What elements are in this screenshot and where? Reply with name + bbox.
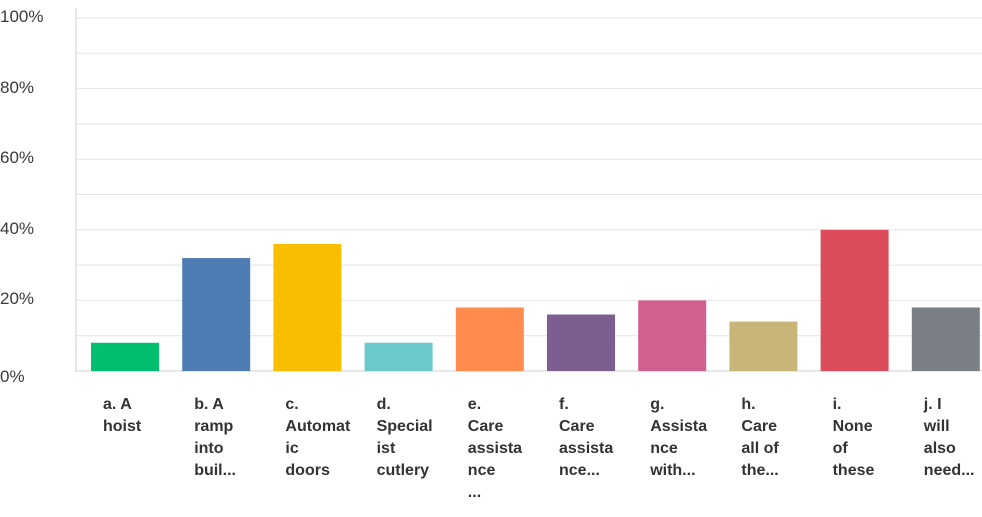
x-tick-label-line: e. — [467, 396, 482, 413]
x-tick-label-line: Assista — [650, 418, 708, 435]
bar[interactable] — [273, 243, 342, 371]
x-tick-label: e. Care assista nce... — [468, 394, 548, 504]
x-tick-label-line: nce... — [559, 462, 600, 479]
y-tick-label: 0% — [0, 367, 25, 386]
x-tick-label-line: Care — [467, 418, 504, 435]
x-tick-label-line: hoist — [103, 418, 142, 435]
y-tick-label: 40% — [0, 218, 35, 238]
x-tick-label-line: c. — [285, 396, 299, 413]
x-tick-label-line: into — [194, 440, 224, 457]
bar[interactable] — [364, 342, 433, 371]
x-tick-label: j. I will also need... — [924, 394, 982, 482]
x-tick-label-line: need... — [923, 462, 975, 479]
x-tick-label-line: with... — [650, 462, 696, 479]
x-tick-label-line: will — [923, 418, 950, 435]
bar[interactable] — [91, 342, 159, 371]
x-tick-label: a. A hoist — [103, 394, 183, 438]
x-tick-label-line: nce — [467, 462, 496, 479]
x-tick-label-line: cutlery — [376, 462, 430, 479]
x-tick-label-line: b. A — [194, 396, 224, 413]
x-tick-label-line: ... — [467, 484, 482, 501]
x-tick-label-line: nce — [650, 440, 678, 457]
y-tick-label: 100% — [0, 7, 44, 26]
x-tick-label-line: of — [832, 440, 848, 457]
x-tick-label-line: ic — [285, 440, 299, 457]
x-tick-label-line: assista — [467, 440, 523, 457]
x-tick-label-line: the... — [741, 462, 779, 479]
x-tick-label-line: ist — [376, 440, 396, 457]
x-tick-label: c. Automat ic doors — [285, 394, 365, 482]
bar[interactable] — [455, 307, 524, 371]
bar[interactable] — [547, 314, 615, 371]
x-tick-label-line: j. I — [923, 396, 942, 413]
bar[interactable] — [638, 300, 707, 371]
bar[interactable] — [820, 229, 889, 371]
x-tick-label: h. Care all of the... — [741, 394, 821, 482]
x-tick-label-line: buil... — [194, 462, 236, 479]
x-tick-label-line: a. A — [103, 396, 132, 413]
x-tick-label-line: i. — [832, 396, 842, 413]
bar[interactable] — [729, 321, 798, 371]
bar[interactable] — [182, 258, 251, 371]
y-tick-label: 20% — [0, 289, 35, 309]
x-tick-label-line: None — [832, 418, 873, 435]
x-tick-label-line: f. — [559, 396, 569, 413]
x-tick-label-line: d. — [376, 396, 391, 413]
x-tick-label-line: ramp — [194, 418, 234, 435]
x-tick-label: f. Care assista nce... — [559, 394, 639, 482]
y-tick-label: 60% — [0, 148, 35, 168]
x-tick-label: d. Special ist cutlery — [377, 394, 457, 482]
x-tick-label-line: Care — [559, 418, 595, 435]
x-tick-label-line: h. — [741, 396, 756, 413]
x-tick-label-line: all of — [741, 440, 779, 457]
bar[interactable] — [911, 307, 980, 371]
x-tick-label-line: doors — [285, 462, 330, 479]
x-tick-label-line: these — [832, 462, 875, 479]
x-tick-label-line: g. — [650, 396, 665, 413]
x-tick-label: b. A ramp into buil... — [194, 394, 274, 482]
x-tick-label: i. None of these — [833, 394, 913, 482]
y-tick-label: 80% — [0, 77, 35, 97]
x-tick-label-line: also — [923, 440, 956, 457]
x-tick-label-line: Care — [741, 418, 777, 435]
x-tick-label: g. Assista nce with... — [650, 394, 730, 482]
x-tick-label-line: Automat — [285, 418, 351, 435]
x-tick-label-line: Special — [376, 418, 433, 435]
x-tick-label-line: assista — [559, 440, 614, 457]
